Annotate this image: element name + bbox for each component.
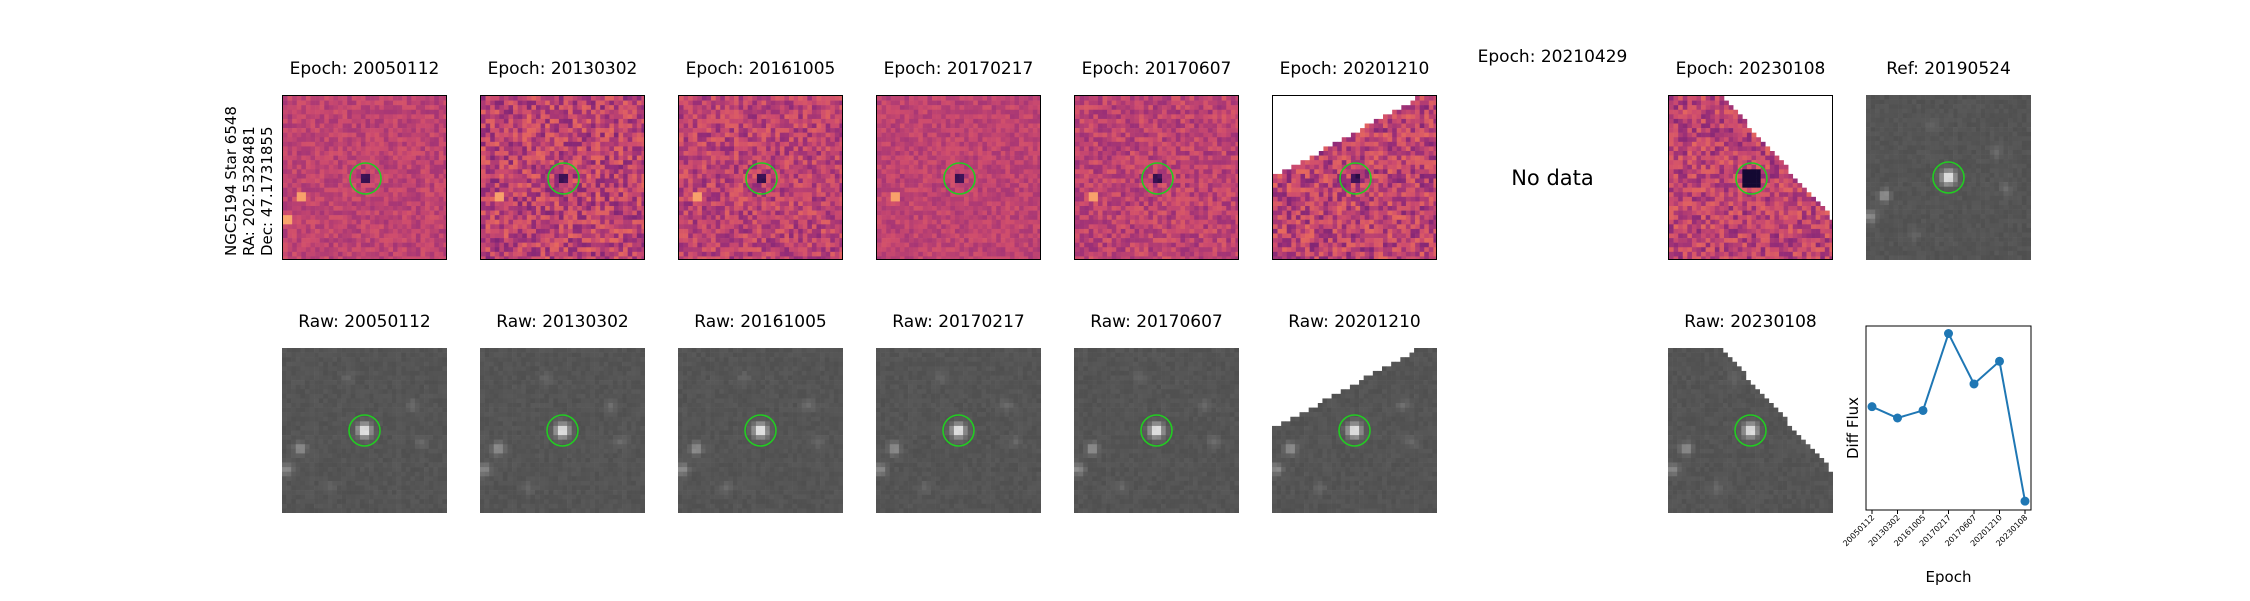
raw-title: Raw: 20230108 [1684,312,1817,332]
difference-image [480,95,645,260]
panel-title: Epoch: 20170217 [884,59,1034,79]
data-point [2021,497,2030,506]
panel-title: Epoch: 20170607 [1082,59,1232,79]
difference-image [1272,95,1437,260]
star-ra: RA: 202.5328481 [240,126,258,256]
difference-image [1668,95,1833,260]
raw-title: Raw: 20130302 [496,312,629,332]
reference-image [1866,95,2031,260]
raw-title: Raw: 20170607 [1090,312,1223,332]
panel-title: Epoch: 20230108 [1676,59,1826,79]
data-point [1970,379,1979,388]
star-name: NGC5194 Star 6548 [222,106,240,256]
raw-title: Raw: 20201210 [1288,312,1421,332]
difference-image [678,95,843,260]
raw-image [282,348,447,513]
data-point [1868,402,1877,411]
raw-title: Raw: 20170217 [892,312,1025,332]
panel-title: Epoch: 20161005 [686,59,836,79]
raw-title: Raw: 20161005 [694,312,827,332]
raw-image [1272,348,1437,513]
panel-title: Epoch: 20130302 [488,59,638,79]
data-point [1944,329,1953,338]
data-point [1919,406,1928,415]
difference-image [1074,95,1239,260]
x-axis-label: Epoch [1926,568,1972,586]
light-curve-svg: 2005011220130302201610052017021720170607… [1860,322,2030,597]
panel-title: Epoch: 20210429 [1478,47,1628,67]
star-info-label: NGC5194 Star 6548 RA: 202.5328481 Dec: 4… [222,106,262,256]
panel-title: Epoch: 20201210 [1280,59,1430,79]
raw-image [1074,348,1239,513]
star-dec: Dec: 47.1731855 [258,126,276,256]
plot-frame [1866,326,2031,510]
no-data-message: No data [1511,166,1594,190]
raw-image [876,348,1041,513]
reference-title: Ref: 20190524 [1886,59,2011,79]
raw-title: Raw: 20050112 [298,312,431,332]
data-point [1995,357,2004,366]
raw-image [1668,348,1833,513]
difference-image [282,95,447,260]
y-axis-label: Diff Flux [1844,397,1862,459]
panel-title: Epoch: 20050112 [290,59,440,79]
raw-image [480,348,645,513]
difference-image [876,95,1041,260]
data-point [1893,414,1902,423]
raw-image [678,348,843,513]
